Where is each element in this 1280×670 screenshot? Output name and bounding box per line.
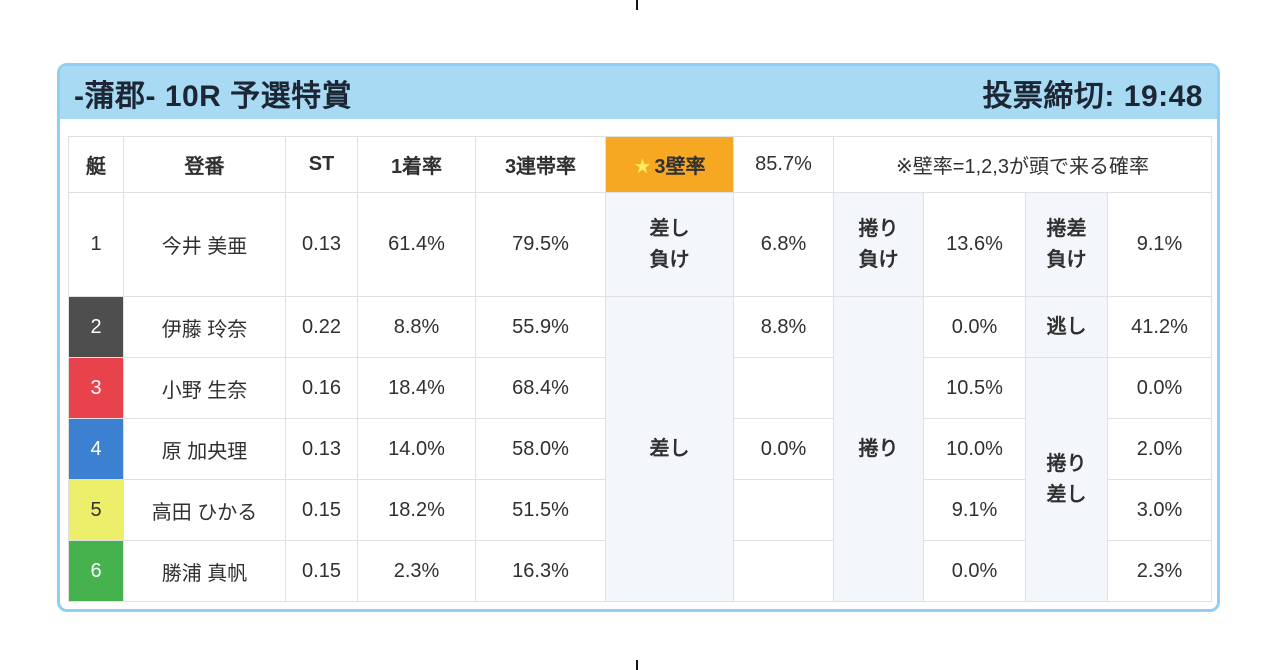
- kimarite-value: 13.6%: [923, 192, 1026, 297]
- boat-number: 3: [68, 357, 124, 419]
- st-value: 0.15: [285, 479, 358, 541]
- col-name: 登番: [123, 136, 286, 193]
- col-st: ST: [285, 136, 358, 193]
- kabe-rate-header[interactable]: ★ 3壁率: [605, 136, 734, 193]
- kimarite-value: 10.5%: [923, 357, 1026, 419]
- racer-name: 今井 美亜: [123, 192, 286, 297]
- top3-rate: 58.0%: [475, 418, 606, 480]
- boat-number: 4: [68, 418, 124, 480]
- top3-rate: 79.5%: [475, 192, 606, 297]
- boat-number: 5: [68, 479, 124, 541]
- kimarite-value: 0.0%: [923, 540, 1026, 602]
- kimarite-label: 逃し: [1025, 296, 1108, 358]
- table-row: 6 勝浦 真帆 0.15 2.3% 16.3% 0.0% 2.3%: [68, 540, 1212, 602]
- racer-name: 勝浦 真帆: [123, 540, 286, 602]
- kimarite-value: 41.2%: [1107, 296, 1212, 358]
- kimarite-value: 0.0%: [923, 296, 1026, 358]
- st-value: 0.22: [285, 296, 358, 358]
- st-value: 0.13: [285, 192, 358, 297]
- header-row: 艇 登番 ST 1着率 3連帯率 ★ 3壁率 85.7% ※壁率=1,2,3が頭で…: [68, 136, 1212, 193]
- boat-number: 6: [68, 540, 124, 602]
- table-row: 2 伊藤 玲奈 0.22 8.8% 55.9% 差し 8.8% 捲り 0.0% …: [68, 296, 1212, 602]
- kimarite-value: [733, 479, 834, 541]
- kimarite-label: 捲り 負け: [833, 192, 924, 297]
- col-top3-rate: 3連帯率: [475, 136, 606, 193]
- win-rate: 2.3%: [357, 540, 476, 602]
- win-rate: 14.0%: [357, 418, 476, 480]
- table-row: 3 小野 生奈 0.16 18.4% 68.4% 10.5% 捲り 差し 0.0…: [68, 357, 1212, 602]
- kimarite-value: [733, 540, 834, 602]
- kimarite-value: 6.8%: [733, 192, 834, 297]
- st-value: 0.16: [285, 357, 358, 419]
- kimarite-value: 8.8%: [733, 296, 834, 358]
- table-row: 5 高田 ひかる 0.15 18.2% 51.5% 9.1% 3.0%: [68, 479, 1212, 541]
- win-rate: 61.4%: [357, 192, 476, 297]
- top3-rate: 68.4%: [475, 357, 606, 419]
- racer-name: 原 加央理: [123, 418, 286, 480]
- kabe-note: ※壁率=1,2,3が頭で来る確率: [833, 136, 1212, 193]
- st-value: 0.13: [285, 418, 358, 480]
- win-rate: 8.8%: [357, 296, 476, 358]
- kimarite-value: 2.0%: [1107, 418, 1212, 480]
- header-bar: -蒲郡- 10R 予選特賞 投票締切: 19:48: [60, 66, 1217, 119]
- racer-name: 伊藤 玲奈: [123, 296, 286, 358]
- col-boat: 艇: [68, 136, 124, 193]
- racer-name: 小野 生奈: [123, 357, 286, 419]
- kabe-rate-value: 85.7%: [733, 136, 834, 193]
- kimarite-value: 2.3%: [1107, 540, 1212, 602]
- kimarite-value: 9.1%: [1107, 192, 1212, 297]
- kimarite-label: 差し: [605, 296, 734, 602]
- kimarite-value: 0.0%: [733, 418, 834, 480]
- st-value: 0.15: [285, 540, 358, 602]
- kabe-rate-label: 3壁率: [654, 156, 706, 178]
- kimarite-label: 捲差 負け: [1025, 192, 1108, 297]
- kimarite-value: 0.0%: [1107, 357, 1212, 419]
- crop-mark-top: [636, 0, 638, 10]
- vote-deadline: 投票締切: 19:48: [982, 79, 1203, 113]
- top3-rate: 55.9%: [475, 296, 606, 358]
- top3-rate: 16.3%: [475, 540, 606, 602]
- boat-number: 2: [68, 296, 124, 358]
- win-rate: 18.2%: [357, 479, 476, 541]
- table-row: 1 今井 美亜 0.13 61.4% 79.5% 差し 負け 6.8% 捲り 負…: [68, 192, 1212, 297]
- race-table: 艇 登番 ST 1着率 3連帯率 ★ 3壁率 85.7% ※壁率=1,2,3が頭で…: [68, 136, 1212, 602]
- col-win-rate: 1着率: [357, 136, 476, 193]
- kimarite-value: 9.1%: [923, 479, 1026, 541]
- win-rate: 18.4%: [357, 357, 476, 419]
- kimarite-label: 捲り: [833, 296, 924, 602]
- top3-rate: 51.5%: [475, 479, 606, 541]
- kimarite-value: 10.0%: [923, 418, 1026, 480]
- kimarite-value: 3.0%: [1107, 479, 1212, 541]
- star-icon: ★: [633, 156, 652, 178]
- kimarite-value: [733, 357, 834, 419]
- racer-name: 高田 ひかる: [123, 479, 286, 541]
- boat-number: 1: [68, 192, 124, 297]
- race-card: -蒲郡- 10R 予選特賞 投票締切: 19:48 艇 登番 ST 1着率 3連…: [57, 63, 1220, 612]
- race-title: -蒲郡- 10R 予選特賞: [74, 79, 353, 113]
- kimarite-label: 捲り 差し: [1025, 357, 1108, 602]
- kimarite-label: 差し 負け: [605, 192, 734, 297]
- crop-mark-bottom: [636, 660, 638, 670]
